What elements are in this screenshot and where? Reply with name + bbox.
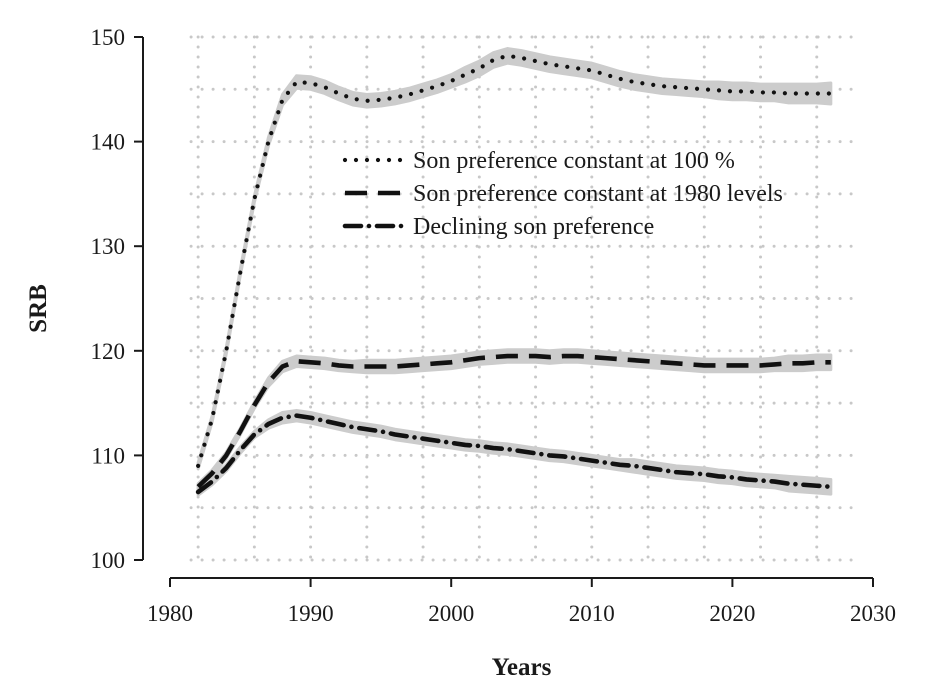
y-tick-label: 150: [91, 25, 126, 50]
y-tick-label: 130: [91, 234, 126, 259]
series-line-declining: [195, 413, 834, 495]
confidence-bands: [196, 47, 833, 497]
y-tick-label: 140: [91, 130, 126, 155]
legend-label-declining: Declining son preference: [413, 214, 654, 240]
ticks: 1980 1990 2000 2010 2020 2030 100 110 120 130 140 1…: [91, 25, 897, 626]
legend-label-constant-1980: Son preference constant at 1980 levels: [413, 181, 783, 207]
series-lines: [195, 53, 834, 495]
x-tick-label: 2030: [850, 601, 896, 626]
legend-item-constant-100: Son preference constant at 100 %: [342, 148, 735, 174]
y-axis-title: SRB: [25, 284, 52, 333]
series-line-constant-1980: [196, 353, 831, 489]
x-axis-title: Years: [492, 654, 552, 681]
band-declining: [196, 408, 833, 497]
legend: Son preference constant at 100 % Son pre…: [342, 148, 783, 240]
legend-item-constant-1980: Son preference constant at 1980 levels: [345, 181, 783, 207]
x-tick-label: 2000: [428, 601, 474, 626]
x-tick-label: 1980: [147, 601, 193, 626]
x-tick-label: 2010: [569, 601, 615, 626]
grid-layer: [189, 35, 861, 562]
y-tick-label: 100: [91, 548, 126, 573]
legend-label-constant-100: Son preference constant at 100 %: [413, 148, 735, 174]
y-tick-label: 120: [91, 339, 126, 364]
band-constant-100: [196, 47, 833, 471]
series-line-constant-100: [196, 53, 833, 468]
x-tick-label: 1990: [288, 601, 334, 626]
axes: [142, 37, 873, 579]
x-tick-label: 2020: [709, 601, 755, 626]
legend-item-declining: Declining son preference: [342, 214, 654, 240]
y-tick-label: 110: [91, 443, 125, 468]
